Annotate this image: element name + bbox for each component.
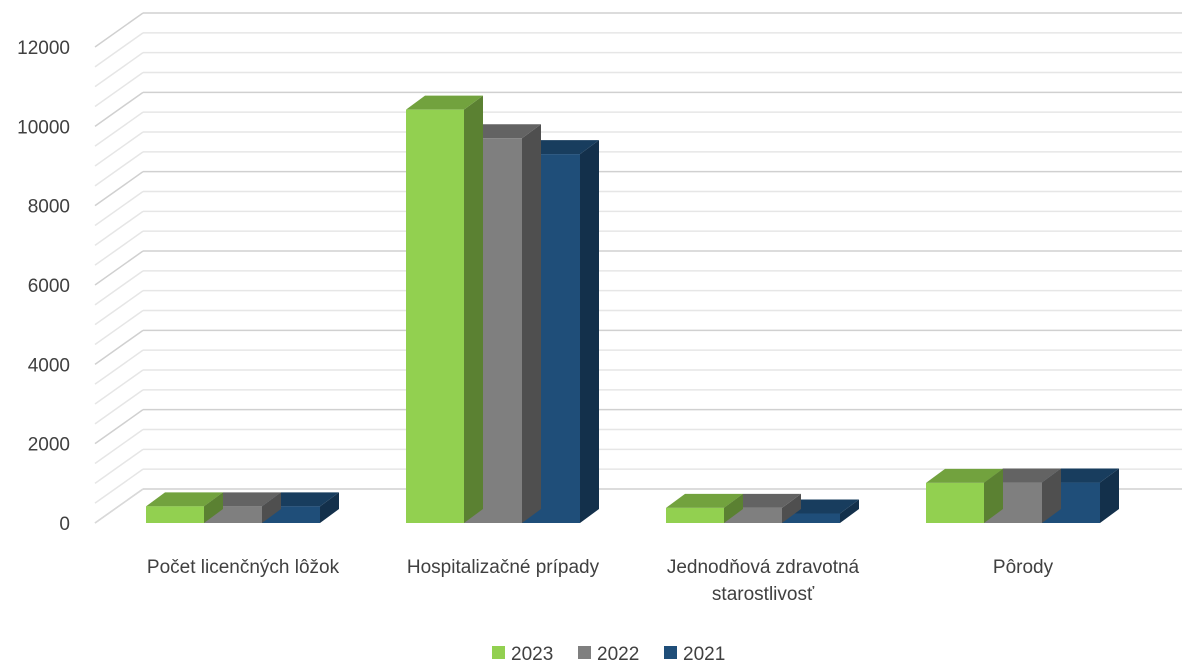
y-tick-label: 10000 [17, 117, 70, 138]
bar-side-face [840, 499, 859, 523]
bar-side-face [522, 124, 541, 523]
gridline-side [94, 290, 144, 326]
gridline-side [94, 230, 144, 266]
bar-2021 [782, 499, 859, 523]
x-category-label: Pôrody [993, 557, 1054, 578]
legend-item-2022: 2022 [578, 644, 639, 663]
gridline-side [94, 71, 144, 108]
bar-2023 [146, 492, 223, 523]
gridline-side [94, 329, 144, 365]
bar-2023 [926, 468, 1003, 523]
legend-swatch [578, 646, 591, 659]
bar-side-face [1042, 468, 1061, 523]
bar-top-face [204, 492, 281, 507]
gridline-side [94, 131, 144, 167]
legend-label: 2023 [511, 644, 553, 663]
gridline-side [94, 369, 144, 405]
gridline-side [94, 171, 144, 207]
bar-top-face [146, 492, 223, 507]
bar-2022 [984, 468, 1061, 523]
bar-front-face [782, 513, 840, 523]
gridline-side [94, 309, 144, 346]
bar-top-face [522, 140, 599, 155]
legend: 2023 2022 2021 [492, 644, 725, 663]
gridline-side [94, 12, 144, 48]
bar-top-face [406, 95, 483, 110]
bar-side-face [1100, 468, 1119, 523]
bar-side-face [580, 140, 599, 523]
x-category-label: Hospitalizačné prípady [407, 557, 600, 578]
bar-side-face [262, 492, 281, 523]
gridline-side [94, 91, 144, 127]
y-tick-label: 0 [59, 514, 70, 535]
legend-swatch [492, 646, 505, 659]
bar-side-face [984, 468, 1003, 523]
bar-top-face [984, 468, 1061, 483]
gridline-side [94, 409, 144, 445]
bar-side-face [782, 493, 801, 523]
gridline-side [94, 349, 144, 385]
chart-floor [94, 488, 144, 524]
bar-top-face [464, 124, 541, 139]
gridline-side [94, 448, 144, 484]
bar-front-face [666, 507, 724, 523]
bar-side-face [320, 492, 339, 523]
legend-label: 2021 [683, 644, 725, 663]
bar-top-face [666, 493, 743, 508]
y-tick-label: 4000 [28, 355, 70, 376]
gridline-side [94, 210, 144, 246]
bar-side-face [724, 493, 743, 523]
y-tick-label: 6000 [28, 276, 70, 297]
x-category-label: Jednodňová zdravotná starostlivosť [667, 557, 860, 605]
bar-2023 [406, 95, 483, 523]
legend-item-2021: 2021 [664, 644, 725, 663]
gridline-side [94, 111, 144, 147]
gridline-side [94, 270, 144, 306]
bar-top-face [724, 493, 801, 508]
legend-swatch [664, 646, 677, 659]
bar-side-face [204, 492, 223, 523]
gridlines [94, 12, 1182, 524]
gridline-side [94, 250, 144, 286]
bars [146, 95, 1119, 523]
gridline-side [94, 52, 144, 88]
gridline-side [94, 190, 144, 227]
gridline-side [94, 32, 144, 68]
bar-front-face [926, 482, 984, 523]
bar-front-face [146, 506, 204, 523]
bar-top-face [782, 499, 859, 514]
bar-2023 [666, 493, 743, 523]
legend-item-2023: 2023 [492, 644, 553, 663]
bar-side-face [464, 95, 483, 523]
y-tick-label: 2000 [28, 435, 70, 456]
bar-top-face [926, 468, 1003, 483]
gridline-side [94, 428, 144, 465]
y-tick-label: 12000 [17, 38, 70, 59]
x-axis-category-labels: Počet licenčných lôžok Hospitalizačné prí… [147, 557, 1054, 605]
bar-top-face [1042, 468, 1119, 483]
y-axis-tick-labels: 0 2000 4000 6000 8000 10000 12000 [17, 38, 70, 535]
gridline-side [94, 151, 144, 187]
gridline-side [94, 468, 144, 504]
bar-front-face [406, 109, 464, 523]
y-tick-label: 8000 [28, 197, 70, 218]
legend-label: 2022 [597, 644, 639, 663]
gridline-side [94, 389, 144, 425]
x-category-label: Počet licenčných lôžok [147, 557, 340, 578]
floor-edge [94, 488, 144, 524]
bar-top-face [262, 492, 339, 507]
